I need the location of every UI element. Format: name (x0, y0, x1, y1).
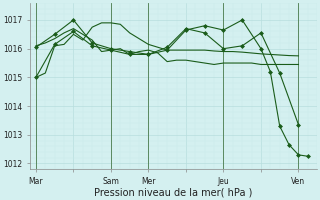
X-axis label: Pression niveau de la mer( hPa ): Pression niveau de la mer( hPa ) (94, 187, 252, 197)
